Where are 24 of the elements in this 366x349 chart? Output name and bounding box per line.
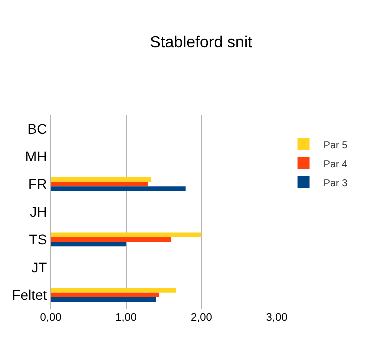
x-tick-label: 2,00 bbox=[190, 312, 212, 324]
x-tick-label: 1,00 bbox=[116, 312, 138, 324]
bar bbox=[51, 177, 152, 182]
bar bbox=[51, 292, 160, 298]
legend-label: Par 4 bbox=[324, 159, 348, 170]
legend-label: Par 5 bbox=[324, 140, 348, 152]
bar bbox=[51, 288, 176, 293]
x-tick-label: 3,00 bbox=[266, 312, 288, 324]
y-tick-label: MH bbox=[25, 148, 48, 164]
bar bbox=[51, 232, 202, 238]
y-tick-label: JT bbox=[32, 259, 48, 276]
y-tick-label: TS bbox=[29, 232, 48, 248]
bar bbox=[51, 242, 126, 247]
chart-title: Stableford snit bbox=[150, 34, 253, 52]
y-tick-label: FR bbox=[28, 176, 48, 192]
x-tick-label: 0,00 bbox=[40, 312, 62, 324]
legend-label: Par 3 bbox=[324, 178, 348, 190]
bar bbox=[51, 237, 172, 242]
bar bbox=[51, 182, 148, 187]
y-tick-label: Feltet bbox=[12, 287, 48, 304]
y-tick-label: BC bbox=[28, 120, 48, 137]
bar bbox=[51, 186, 186, 192]
bar bbox=[51, 297, 156, 302]
y-tick-label: JH bbox=[30, 204, 48, 220]
